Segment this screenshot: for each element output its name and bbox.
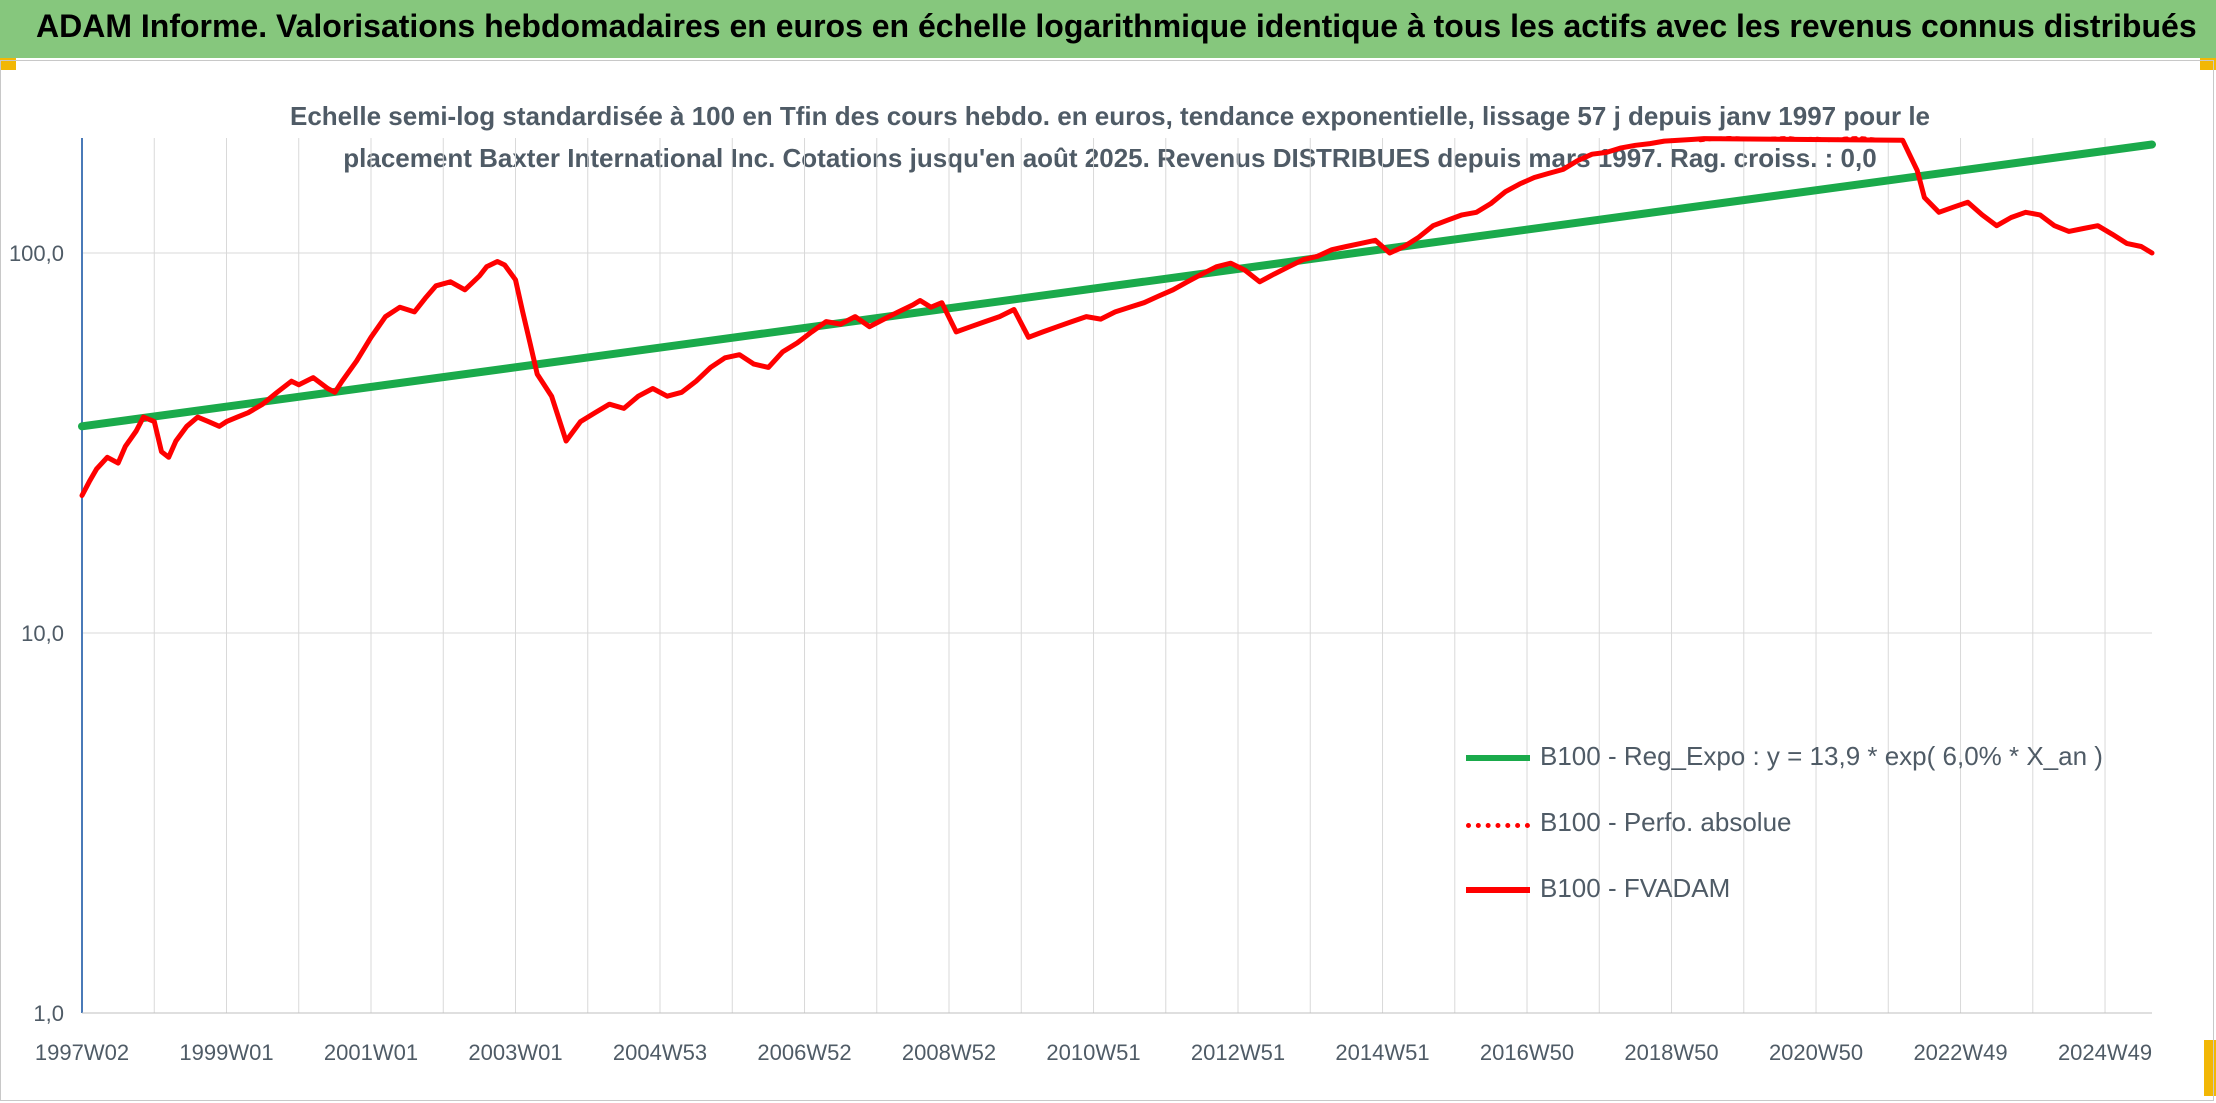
series-line-0 bbox=[78, 140, 2156, 431]
x-tick-label: 2024W49 bbox=[2058, 1040, 2152, 1065]
legend-swatch-fvadam bbox=[1466, 887, 1530, 893]
x-tick-label: 1997W02 bbox=[35, 1040, 129, 1065]
x-tick-label: 2020W50 bbox=[1769, 1040, 1863, 1065]
x-tick-label: 2001W01 bbox=[324, 1040, 418, 1065]
x-tick-label: 1999W01 bbox=[179, 1040, 273, 1065]
x-tick-label: 2022W49 bbox=[1913, 1040, 2007, 1065]
legend-label-fvadam: B100 - FVADAM bbox=[1540, 873, 1731, 903]
grid-layer bbox=[81, 138, 2152, 1014]
legend-label-regression: B100 - Reg_Expo : y = 13,9 * exp( 6,0% *… bbox=[1540, 741, 2103, 771]
report-title: ADAM Informe. Valorisations hebdomadaire… bbox=[36, 8, 2197, 44]
x-tick-label: 2003W01 bbox=[468, 1040, 562, 1065]
x-tick-label: 2018W50 bbox=[1624, 1040, 1718, 1065]
header-bar: ADAM Informe. Valorisations hebdomadaire… bbox=[0, 0, 2216, 58]
x-tick-label: 2006W52 bbox=[757, 1040, 851, 1065]
y-tick-label: 10,0 bbox=[21, 621, 64, 646]
corner-marker-left bbox=[0, 58, 16, 70]
corner-marker-right bbox=[2200, 58, 2216, 70]
legend-swatch-regression bbox=[1466, 755, 1530, 761]
tick-layer: 1,0 10,0 100,0 1997W02 1999W01 2001W01 2003W01… bbox=[9, 241, 2152, 1065]
x-tick-label: 2010W51 bbox=[1046, 1040, 1140, 1065]
x-tick-label: 2014W51 bbox=[1335, 1040, 1429, 1065]
legend-label-perfo: B100 - Perfo. absolue bbox=[1540, 807, 1792, 837]
axis-layer bbox=[81, 138, 2152, 1014]
legend-swatch-perfo bbox=[1466, 823, 1530, 828]
x-tick-label: 2008W52 bbox=[902, 1040, 996, 1065]
chart-frame bbox=[0, 60, 2214, 1101]
y-tick-label: 1,0 bbox=[33, 1001, 64, 1026]
chart-title-line-1: Echelle semi-log standardisée à 100 en T… bbox=[290, 101, 1931, 131]
series-line-2 bbox=[79, 136, 2155, 498]
x-tick-label: 2016W50 bbox=[1480, 1040, 1574, 1065]
series-layer bbox=[78, 136, 2156, 498]
x-tick-label: 2004W53 bbox=[613, 1040, 707, 1065]
x-tick-label: 2012W51 bbox=[1191, 1040, 1285, 1065]
y-tick-label: 100,0 bbox=[9, 241, 64, 266]
